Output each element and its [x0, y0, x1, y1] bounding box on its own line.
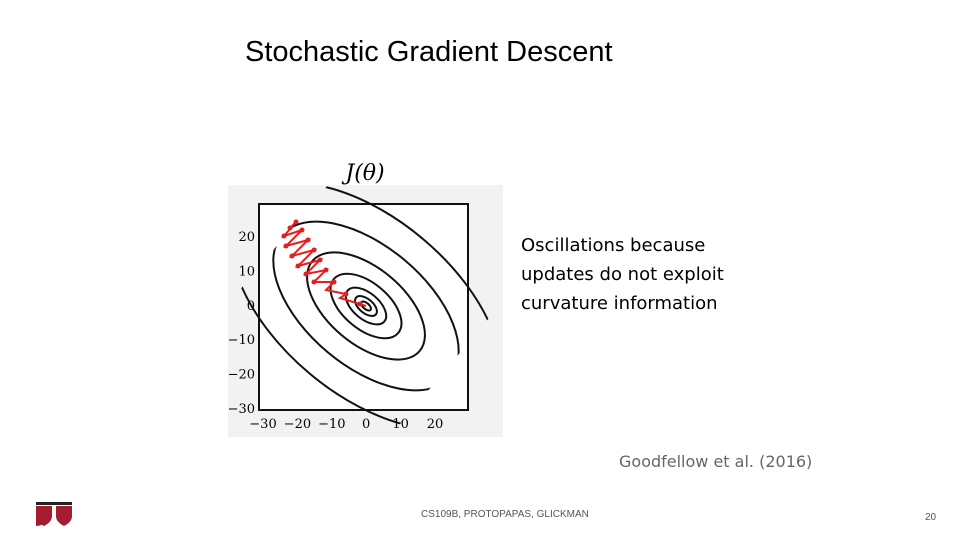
body-text: Oscillations because updates do not expl… [521, 235, 724, 314]
y-tick-label: 20 [238, 230, 255, 245]
footer: CS109B, PROTOPAPAS, GLICKMAN [421, 509, 589, 520]
y-tick-label: −30 [228, 402, 255, 417]
x-tick-label: 20 [427, 417, 444, 432]
figure-label: J(θ) [341, 161, 384, 186]
y-tick-label: −20 [228, 368, 255, 383]
x-tick-label: 10 [392, 417, 409, 432]
page-number: 20 [925, 512, 937, 523]
y-tick-label: 10 [238, 264, 255, 279]
x-tick-label: 0 [362, 417, 370, 432]
x-tick-label: −30 [249, 417, 276, 432]
logo [32, 502, 72, 526]
citation: Goodfellow et al. (2016) [619, 452, 813, 471]
y-tick-label: −10 [228, 333, 255, 348]
y-tick-label: 0 [247, 299, 255, 314]
axis-ticks: 20 10 0 −10 −20 −30−30 −20 −10 0 10 20 [228, 230, 444, 432]
x-tick-label: −10 [318, 417, 345, 432]
plot-frame [258, 203, 469, 411]
slide-title: Stochastic Gradient Descent [245, 36, 613, 68]
x-tick-label: −20 [284, 417, 311, 432]
sgd-points [281, 219, 363, 307]
